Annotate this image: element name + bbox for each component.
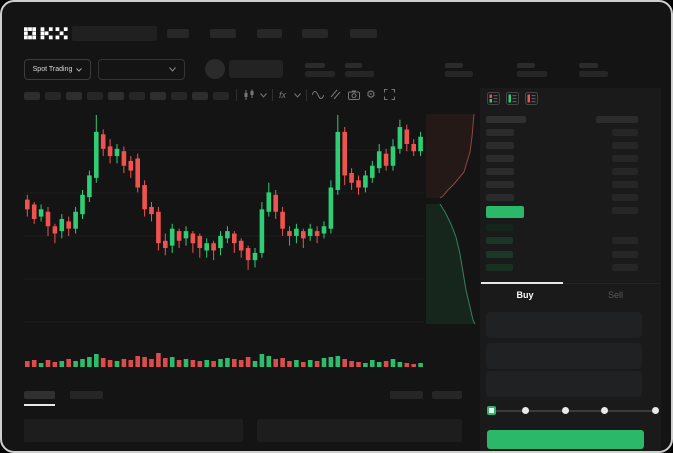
- orders-row-placeholder: [24, 419, 243, 442]
- tab-buy[interactable]: Buy: [516, 290, 534, 300]
- orders-tab-indicator: [24, 404, 55, 406]
- interval-button-placeholder[interactable]: [66, 92, 82, 100]
- fx-indicators-icon[interactable]: fx: [279, 90, 287, 100]
- interval-button-placeholder[interactable]: [24, 92, 40, 100]
- nav-item-placeholder[interactable]: [257, 29, 282, 38]
- orderbook-bids-icon[interactable]: [506, 92, 519, 105]
- market-mode-label: Spot Trading: [32, 66, 73, 73]
- interval-button-placeholder[interactable]: [108, 92, 124, 100]
- ask-amount-placeholder: [612, 129, 638, 136]
- market-stat-value-placeholder: [517, 71, 547, 77]
- chevron-down-icon: [76, 67, 83, 72]
- nav-item-placeholder[interactable]: [350, 29, 377, 38]
- pair-selector[interactable]: [98, 59, 185, 80]
- interval-button-placeholder[interactable]: [213, 92, 229, 100]
- ask-price-placeholder[interactable]: [486, 168, 514, 175]
- ask-price-placeholder[interactable]: [486, 129, 514, 136]
- volume-chart: [25, 353, 423, 367]
- ask-amount-placeholder: [612, 194, 638, 201]
- fullscreen-icon[interactable]: [384, 89, 395, 100]
- slider-handle[interactable]: [487, 406, 496, 415]
- orderbook-asks-icon[interactable]: [525, 92, 538, 105]
- pair-coin-icon: [205, 59, 225, 79]
- sine-line-icon[interactable]: [312, 91, 324, 99]
- market-stat-value-placeholder: [345, 71, 374, 77]
- ask-amount-placeholder: [596, 116, 638, 123]
- buy-tab-indicator: [481, 282, 563, 284]
- orders-filter[interactable]: [390, 391, 423, 399]
- interval-button-placeholder[interactable]: [129, 92, 145, 100]
- market-stat-value-placeholder: [305, 71, 335, 77]
- ask-amount-placeholder: [612, 142, 638, 149]
- interval-button-placeholder[interactable]: [171, 92, 187, 100]
- bid-price-placeholder[interactable]: [486, 251, 513, 258]
- orders-tab[interactable]: [70, 391, 103, 399]
- ask-amount-placeholder: [612, 155, 638, 162]
- depth-chart: [426, 113, 476, 324]
- bid-price-placeholder[interactable]: [486, 224, 513, 231]
- bid-amount-placeholder: [612, 264, 638, 271]
- ask-price-placeholder[interactable]: [486, 194, 514, 201]
- price-input[interactable]: [486, 312, 642, 338]
- okx-logo: [24, 27, 68, 40]
- ask-price-placeholder[interactable]: [486, 116, 526, 123]
- ask-price-placeholder[interactable]: [486, 155, 514, 162]
- chevron-down-icon[interactable]: [260, 93, 267, 98]
- gear-icon[interactable]: ⚙: [366, 89, 376, 101]
- interval-button-placeholder[interactable]: [87, 92, 103, 100]
- nav-item-placeholder[interactable]: [210, 29, 236, 38]
- bid-amount-placeholder: [612, 237, 638, 244]
- parallel-lines-icon[interactable]: [330, 89, 341, 100]
- chevron-down-icon: [169, 67, 176, 72]
- interval-button-placeholder[interactable]: [45, 92, 61, 100]
- last-price-bar[interactable]: [486, 206, 524, 218]
- market-stat-label-placeholder: [517, 63, 535, 68]
- market-stat-label-placeholder: [305, 63, 325, 68]
- ask-amount-placeholder: [612, 168, 638, 175]
- orders-row-placeholder: [257, 419, 462, 442]
- ask-amount-placeholder: [612, 181, 638, 188]
- orderbook-both-icon[interactable]: [487, 92, 500, 105]
- market-stat-value-placeholder: [445, 71, 473, 77]
- slider-step-dot[interactable]: [522, 407, 529, 414]
- bid-price-placeholder[interactable]: [486, 264, 513, 271]
- camera-icon[interactable]: [348, 90, 360, 100]
- slider-step-dot[interactable]: [652, 407, 659, 414]
- market-mode-selector[interactable]: Spot Trading: [24, 59, 91, 80]
- market-stat-label-placeholder: [345, 63, 362, 68]
- slider-step-dot[interactable]: [601, 407, 608, 414]
- tab-sell[interactable]: Sell: [607, 290, 623, 300]
- candlestick-chart[interactable]: [24, 110, 424, 334]
- market-stat-label-placeholder: [445, 63, 463, 68]
- total-input[interactable]: [486, 371, 642, 397]
- bid-amount-placeholder: [612, 251, 638, 258]
- logo-adjacent-placeholder: [72, 26, 157, 41]
- orders-filter[interactable]: [432, 391, 462, 399]
- orders-tab-active[interactable]: [24, 391, 55, 399]
- market-stat-label-placeholder: [579, 63, 598, 68]
- ask-price-placeholder[interactable]: [486, 142, 514, 149]
- interval-button-placeholder[interactable]: [192, 92, 208, 100]
- slider-step-dot[interactable]: [562, 407, 569, 414]
- nav-item-placeholder[interactable]: [302, 29, 328, 38]
- ask-amount-placeholder: [612, 207, 638, 214]
- amount-slider-track[interactable]: [492, 410, 656, 412]
- interval-button-placeholder[interactable]: [150, 92, 166, 100]
- market-stat-value-placeholder: [579, 71, 608, 77]
- tab-divider: [480, 283, 661, 284]
- chevron-down-icon[interactable]: [294, 93, 301, 98]
- candles-icon[interactable]: [243, 89, 255, 101]
- nav-item-placeholder[interactable]: [167, 29, 189, 38]
- ask-price-placeholder[interactable]: [486, 181, 514, 188]
- bid-price-placeholder[interactable]: [486, 237, 513, 244]
- buy-submit-button[interactable]: [487, 430, 644, 449]
- pair-title-placeholder: [229, 60, 283, 78]
- amount-input[interactable]: [486, 343, 642, 369]
